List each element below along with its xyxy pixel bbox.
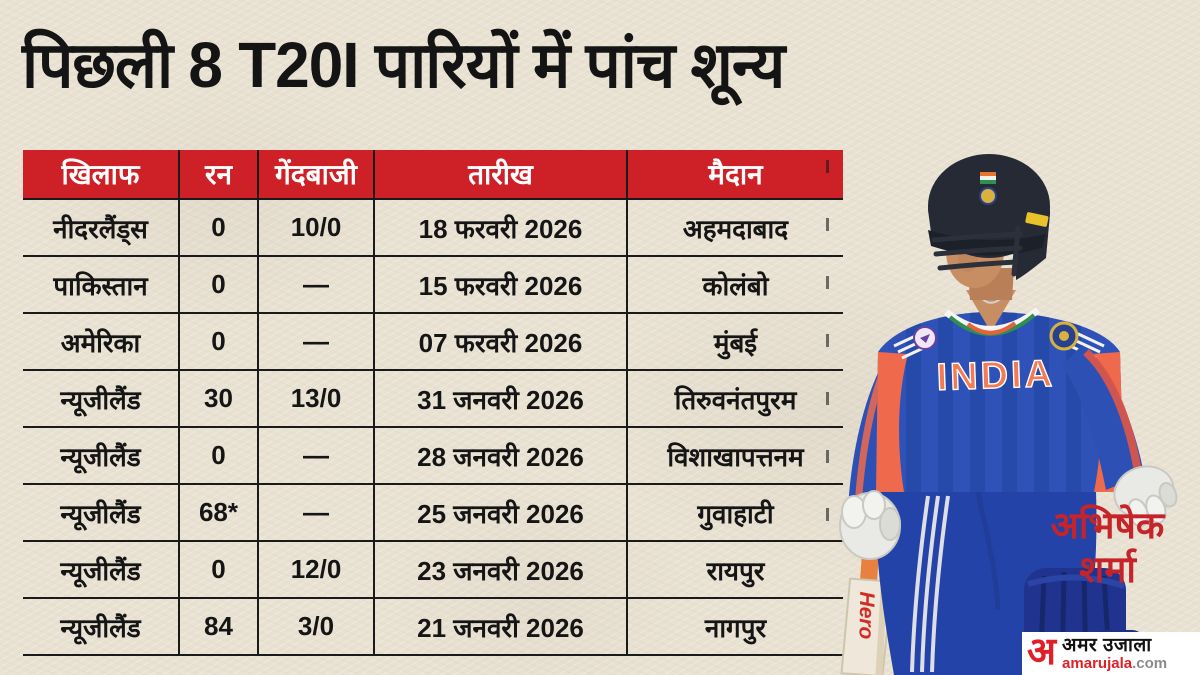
table-cell: अमेरिका — [23, 314, 178, 371]
table-cell: — — [257, 257, 373, 314]
player-photo: Hero — [839, 154, 1178, 675]
table-cell: 23 जनवरी 2026 — [373, 542, 626, 599]
player-caption-line1: अभिषेक — [1050, 505, 1165, 546]
table-cell: 18 फरवरी 2026 — [373, 200, 626, 257]
table-cell: तिरुवनंतपुरम — [626, 371, 843, 428]
table-cell: विशाखापत्तनम — [626, 428, 843, 485]
helmet-sticker — [1025, 212, 1049, 227]
table-cell: न्यूजीलैंड — [23, 599, 178, 656]
header-cell: खिलाफ — [23, 150, 178, 200]
amarujala-logo-text: अमर उजाला amarujala.com — [1062, 634, 1168, 672]
table-cell: 10/0 — [257, 200, 373, 257]
table-cell: 28 जनवरी 2026 — [373, 428, 626, 485]
header-cell: मैदान — [626, 150, 843, 200]
worldcup-logo — [913, 326, 937, 350]
header-cell: तारीख — [373, 150, 626, 200]
page-title: पिछली 8 T20I पारियों में पांच शून्य — [22, 29, 785, 101]
table-cell: 13/0 — [257, 371, 373, 428]
table-cell: 0 — [178, 428, 257, 485]
jersey-india-text: INDIA — [936, 353, 1056, 399]
table-cell: न्यूजीलैंड — [23, 542, 178, 599]
table-cell: अहमदाबाद — [626, 200, 843, 257]
amarujala-logo-initial: अ — [1027, 630, 1057, 673]
amarujala-domain-suffix: .com — [1132, 654, 1168, 672]
header-cell: गेंदबाजी — [257, 150, 373, 200]
table-cell: 3/0 — [257, 599, 373, 656]
table-cell: कोलंबो — [626, 257, 843, 314]
table-cell: गुवाहाटी — [626, 485, 843, 542]
table-cell: न्यूजीलैंड — [23, 428, 178, 485]
table-cell: — — [257, 485, 373, 542]
table-cell: 12/0 — [257, 542, 373, 599]
table-cell: 0 — [178, 200, 257, 257]
table-cell: — — [257, 314, 373, 371]
table-cell: पाकिस्तान — [23, 257, 178, 314]
table-cell: नागपुर — [626, 599, 843, 656]
right-glove — [1113, 465, 1178, 528]
amarujala-name-hindi: अमर उजाला — [1062, 634, 1152, 656]
player-right-arm — [1062, 345, 1144, 490]
table-cell: 15 फरवरी 2026 — [373, 257, 626, 314]
paper-edge-marks — [826, 160, 829, 560]
table-cell: 68* — [178, 485, 257, 542]
table-cell: 21 जनवरी 2026 — [373, 599, 626, 656]
helmet-crest — [979, 172, 997, 205]
table-cell: — — [257, 428, 373, 485]
table-cell: 31 जनवरी 2026 — [373, 371, 626, 428]
table-cell: 25 जनवरी 2026 — [373, 485, 626, 542]
table-cell: रायपुर — [626, 542, 843, 599]
bat-brand-text: Hero — [854, 591, 878, 639]
stats-table: खिलाफ रन गेंदबाजी तारीख मैदान नीदरलैंड्स 0 10/0… — [23, 150, 843, 656]
table-cell: 0 — [178, 257, 257, 314]
player-caption: अभिषेक शर्मा — [1015, 504, 1200, 593]
amarujala-domain: amarujala.com — [1062, 654, 1168, 672]
table-cell: नीदरलैंड्स — [23, 200, 178, 257]
header-cell: रन — [178, 150, 257, 200]
player-helmet — [928, 154, 1051, 288]
amarujala-domain-main: amarujala — [1062, 654, 1133, 672]
table-cell: 0 — [178, 542, 257, 599]
table-cell: 30 — [178, 371, 257, 428]
table-cell: 0 — [178, 314, 257, 371]
player-caption-line2: शर्मा — [1079, 549, 1136, 591]
table-cell: न्यूजीलैंड — [23, 371, 178, 428]
amarujala-logo: अ अमर उजाला amarujala.com — [1022, 632, 1200, 675]
table-cell: न्यूजीलैंड — [23, 485, 178, 542]
bcci-crest — [1049, 321, 1079, 351]
table-cell: 84 — [178, 599, 257, 656]
table-cell: मुंबई — [626, 314, 843, 371]
player-chest-skin — [966, 290, 1016, 332]
helmet-grille — [931, 225, 1023, 277]
table-cell: 07 फरवरी 2026 — [373, 314, 626, 371]
left-glove — [839, 490, 901, 560]
